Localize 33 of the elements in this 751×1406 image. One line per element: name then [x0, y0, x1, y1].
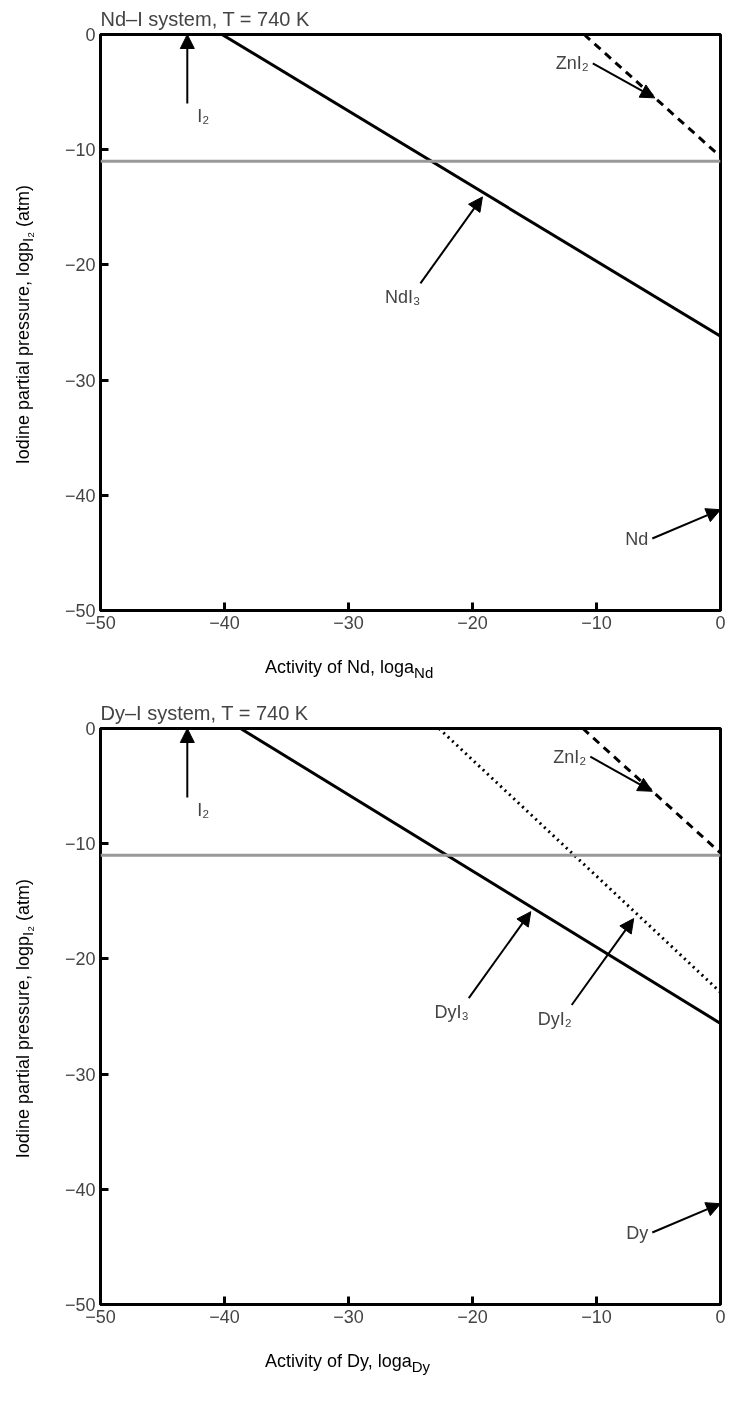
x-tick-label: −10 — [581, 612, 612, 633]
annotation: NdI₃ — [385, 287, 421, 308]
x-tick-label: −20 — [457, 1306, 488, 1327]
annotation: I₂ — [197, 799, 210, 820]
annotation: I₂ — [197, 105, 210, 126]
annotation: DyI₂ — [537, 1008, 572, 1029]
x-tick-label: −40 — [209, 1306, 240, 1327]
annotation: DyI₃ — [434, 1002, 469, 1023]
chart-title: Nd–I system, T = 740 K — [100, 7, 310, 30]
y-tick-label: −40 — [64, 485, 96, 506]
annotation: ZnI₂ — [553, 746, 587, 767]
y-tick-label: 0 — [85, 25, 96, 45]
y-tick-label: −40 — [64, 1179, 96, 1200]
x-tick-label: 0 — [715, 612, 726, 633]
y-tick-label: −20 — [64, 255, 96, 276]
y-tick-label: −10 — [64, 140, 96, 161]
y-tick-label: 0 — [85, 719, 96, 739]
x-axis-title: Activity of Dy, loga$_{Dy}$ — [265, 1350, 431, 1377]
x-tick-label: −20 — [457, 612, 488, 633]
x-tick-label: −40 — [209, 612, 240, 633]
annotation: ZnI₂ — [555, 53, 589, 74]
x-axis-title: Activity of Nd, loga$_{Nd}$ — [265, 656, 434, 683]
y-tick-label: −30 — [64, 1064, 96, 1085]
x-tick-label: 0 — [715, 1306, 726, 1327]
x-tick-label: −10 — [581, 1306, 612, 1327]
y-tick-label: −20 — [64, 949, 96, 970]
y-tick-label: −10 — [64, 834, 96, 855]
x-tick-label: −30 — [333, 612, 364, 633]
chart-title: Dy–I system, T = 740 K — [100, 701, 309, 724]
y-tick-label: −30 — [64, 370, 96, 391]
x-tick-label: −30 — [333, 1306, 364, 1327]
annotation: Nd — [625, 528, 649, 549]
annotation: Dy — [626, 1222, 649, 1243]
